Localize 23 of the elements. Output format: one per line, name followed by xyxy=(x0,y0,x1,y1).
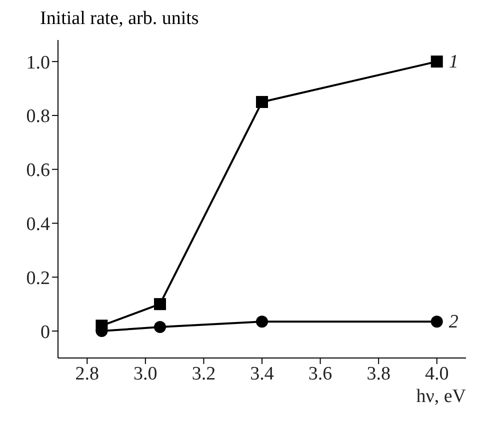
x-tick-label: 2.8 xyxy=(75,363,100,384)
x-tick-label: 3.4 xyxy=(250,363,274,384)
series-label: 2 xyxy=(448,312,459,333)
y-tick-label: 0.2 xyxy=(26,268,50,289)
point xyxy=(430,316,443,328)
x-axis-title: hν, eV xyxy=(416,386,466,407)
x-tick-label: 3.2 xyxy=(192,363,216,384)
y-axis-title: Initial rate, arb. units xyxy=(40,8,200,31)
x-tick-label: 3.0 xyxy=(134,363,158,384)
y-tick-label: 0.8 xyxy=(26,106,50,128)
point xyxy=(154,321,166,334)
y-tick-label: 1.0 xyxy=(26,52,50,74)
point xyxy=(256,316,268,328)
y-tick-label: 0.4 xyxy=(26,214,50,235)
y-tick-label: 0 xyxy=(40,322,50,343)
x-tick-label: 3.8 xyxy=(366,363,390,384)
point xyxy=(154,298,166,310)
point xyxy=(430,56,443,68)
x-tick-label: 3.6 xyxy=(308,363,332,384)
point xyxy=(256,96,268,108)
y-tick-label: 0.6 xyxy=(26,160,50,182)
x-tick-label: 4.0 xyxy=(424,363,449,384)
series-label: 1 xyxy=(448,52,458,73)
